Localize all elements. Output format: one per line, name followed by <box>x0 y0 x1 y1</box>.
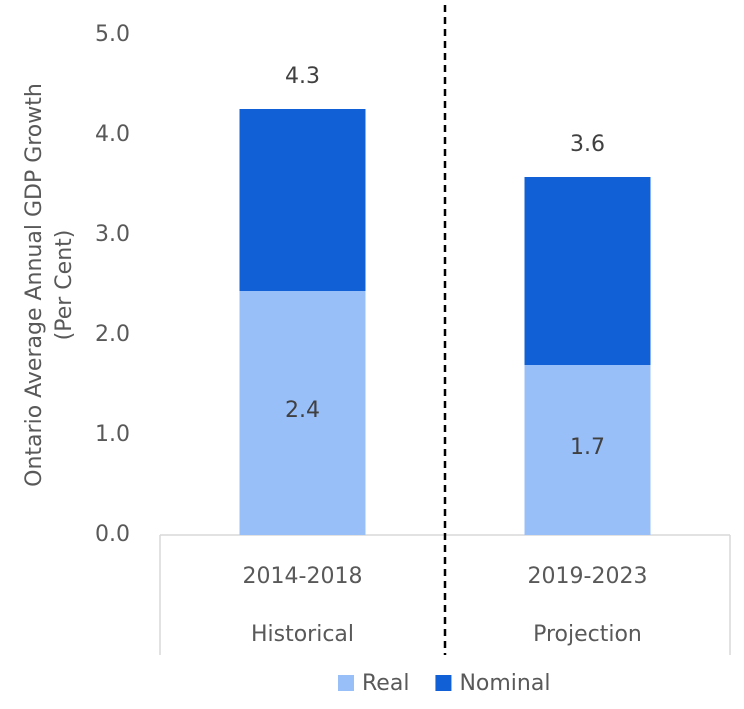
y-axis-label: (Per Cent) <box>52 230 77 341</box>
x-tick-label: 2019-2023 <box>528 564 648 589</box>
y-axis-label: Ontario Average Annual GDP Growth <box>22 83 47 487</box>
data-label: 1.7 <box>570 435 605 460</box>
group-label: Projection <box>533 622 642 647</box>
y-tick-label: 1.0 <box>95 422 130 447</box>
legend-swatch <box>338 675 354 691</box>
y-tick-label: 5.0 <box>95 22 130 47</box>
group-label: Historical <box>251 622 354 647</box>
data-label: 4.3 <box>285 64 320 89</box>
legend-swatch <box>435 675 452 691</box>
y-tick-label: 3.0 <box>95 222 130 247</box>
legend-label: Nominal <box>459 671 550 696</box>
data-label: 3.6 <box>570 132 605 157</box>
bar <box>524 365 651 535</box>
y-tick-label: 2.0 <box>95 322 130 347</box>
x-tick-label: 2014-2018 <box>243 564 363 589</box>
legend-label: Real <box>362 671 409 696</box>
y-tick-label: 0.0 <box>95 522 130 547</box>
y-tick-label: 4.0 <box>95 122 130 147</box>
data-label: 2.4 <box>285 398 320 423</box>
bar <box>239 291 366 535</box>
